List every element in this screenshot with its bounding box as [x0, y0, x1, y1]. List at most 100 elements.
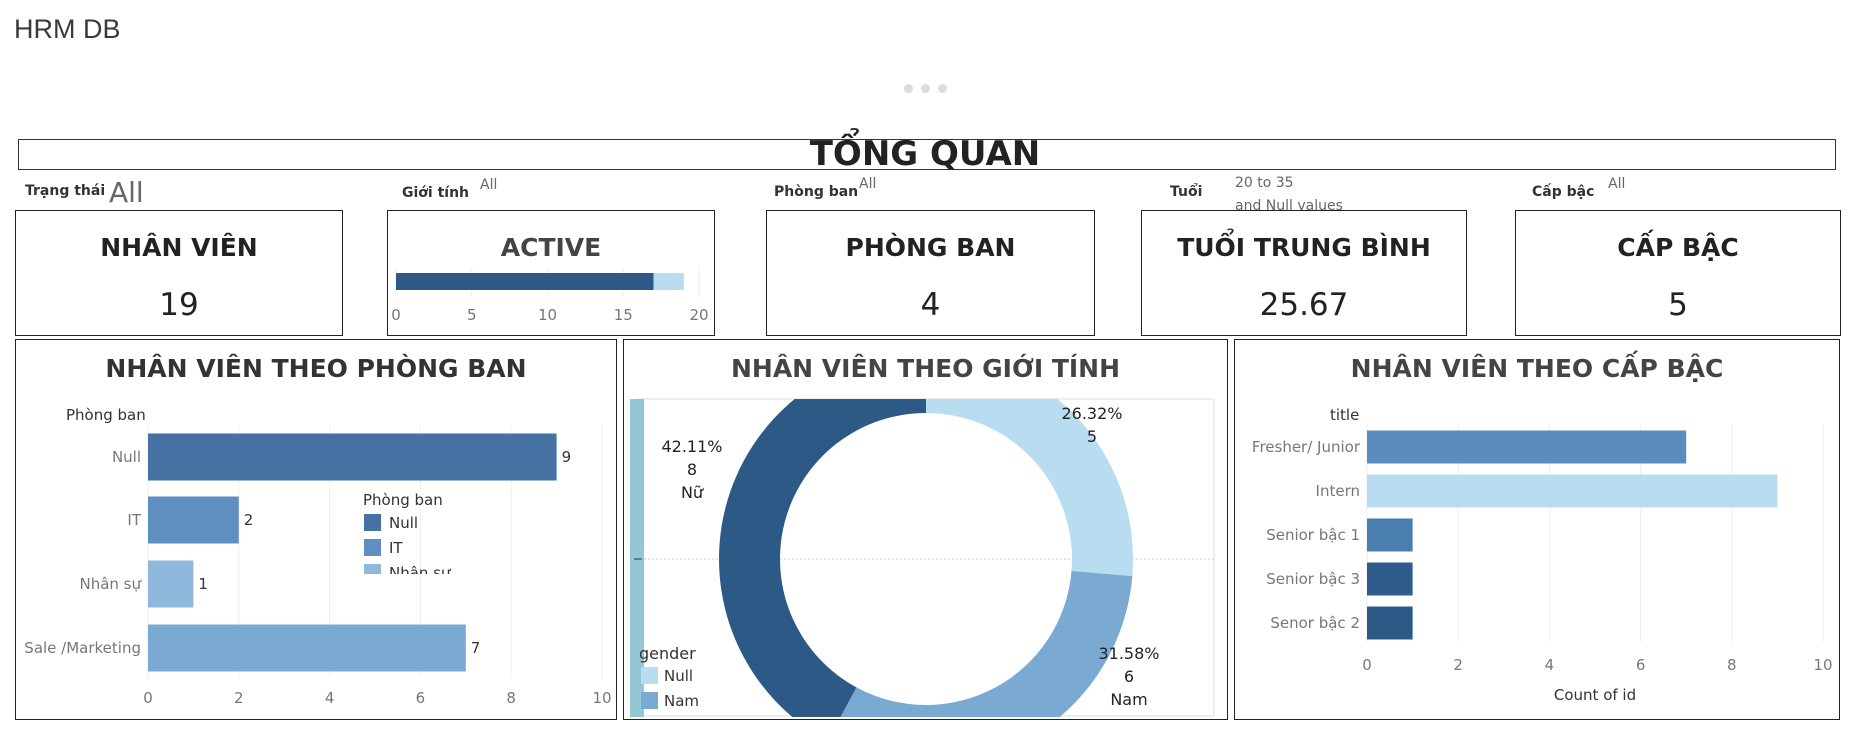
filter-status-label: Trạng thái: [25, 183, 106, 199]
gender-chart-panel: NHÂN VIÊN THEO GIỚI TÍNH 26.32% 5 31.58% 6 N…: [623, 339, 1228, 720]
active-bar-segment: [653, 273, 684, 290]
filter-department-value[interactable]: All: [859, 176, 877, 192]
kpi-avg-age-title: TUỔI TRUNG BÌNH: [1177, 233, 1431, 262]
dept-legend-swatch: [364, 564, 381, 574]
app-title: HRM DB: [14, 14, 121, 44]
dot-icon: [921, 84, 930, 93]
section-title: TỔNG QUAN: [809, 134, 1041, 174]
level-tick-label: 8: [1727, 656, 1737, 674]
filter-age-label: Tuổi: [1170, 184, 1203, 200]
dept-bar: [148, 433, 557, 481]
filter-gender-value[interactable]: All: [480, 177, 498, 193]
active-bar-segment: [396, 273, 654, 290]
kpi-levels-title: CẤP BẬC: [1617, 233, 1739, 262]
level-bar: [1367, 474, 1778, 508]
level-chart-panel: NHÂN VIÊN THEO CẤP BẬC 0 2 4 6 8 10 title Count…: [1234, 339, 1840, 720]
active-tick-label: 5: [467, 306, 477, 324]
level-category-label: Intern: [1316, 482, 1360, 500]
level-category-label: Senior bậc 1: [1266, 526, 1360, 544]
gender-pct-label: 31.58%: [1098, 644, 1159, 663]
level-chart-title: NHÂN VIÊN THEO CẤP BẬC: [1350, 354, 1724, 383]
kpi-departments-card: PHÒNG BAN 4: [766, 210, 1095, 336]
kpi-departments-value: 4: [920, 287, 941, 323]
filter-gender-label: Giới tính: [402, 185, 470, 201]
dept-tick-label: 8: [506, 689, 516, 707]
filter-status-value[interactable]: All: [109, 176, 144, 209]
dept-value-label: 1: [198, 575, 208, 593]
kpi-levels-card: CẤP BẬC 5: [1515, 210, 1841, 336]
level-bar: [1367, 606, 1413, 640]
level-tick-label: 10: [1813, 656, 1832, 674]
dept-value-label: 2: [244, 511, 254, 529]
level-tick-label: 4: [1545, 656, 1555, 674]
dept-value-label: 7: [471, 639, 481, 657]
filter-level-value[interactable]: All: [1608, 176, 1626, 192]
dept-category-label: Sale /Marketing: [24, 639, 141, 657]
kpi-employees-value: 19: [159, 287, 199, 323]
level-category-label: Fresher/ Junior: [1252, 438, 1361, 456]
dept-tick-label: 10: [592, 689, 611, 707]
gender-legend-label: Nam: [664, 692, 699, 710]
active-tick-label: 0: [391, 306, 401, 324]
level-category-label: Senior bậc 3: [1266, 570, 1360, 588]
dept-legend-title: Phòng ban: [363, 491, 443, 509]
gender-donut-slice: [840, 571, 1133, 717]
more-options-icon[interactable]: [904, 84, 947, 93]
active-bar-chart: 0 5 10 15 20: [391, 268, 709, 324]
dot-icon: [938, 84, 947, 93]
dept-bar: [148, 496, 239, 544]
dept-legend-swatch: [364, 539, 381, 556]
kpi-levels-value: 5: [1668, 287, 1688, 323]
gender-name-label: Nữ: [681, 483, 704, 502]
dept-legend-label: IT: [389, 539, 403, 557]
kpi-employees-card: NHÂN VIÊN 19: [15, 210, 343, 336]
gender-donut-slice: [719, 399, 926, 717]
kpi-employees-title: NHÂN VIÊN: [100, 233, 258, 262]
dept-chart-panel: NHÂN VIÊN THEO PHÒNG BAN 0 2 4 6 8 10 Phòng ba…: [15, 339, 617, 720]
dept-tick-label: 0: [143, 689, 153, 707]
gender-pct-label: 42.11%: [661, 437, 722, 456]
gender-count-label: 6: [1124, 667, 1134, 686]
gender-side-strip: [630, 399, 644, 717]
gender-legend-swatch: [641, 667, 658, 684]
level-tick-label: 2: [1453, 656, 1463, 674]
gender-legend-label: Null: [664, 667, 693, 685]
kpi-active-card: ACTIVE 0 5 10 15 20: [387, 210, 715, 336]
dept-legend-label: Null: [389, 514, 418, 532]
gender-chart-title: NHÂN VIÊN THEO GIỚI TÍNH: [730, 354, 1121, 383]
filter-department-label: Phòng ban: [774, 184, 859, 200]
dept-legend-swatch: [364, 514, 381, 531]
dept-axis-title: Phòng ban: [66, 406, 146, 424]
kpi-departments-title: PHÒNG BAN: [845, 233, 1016, 262]
dept-legend: Phòng ban Null IT Nhân sự: [363, 491, 452, 582]
dept-category-label: IT: [127, 511, 141, 529]
level-x-axis-title: Count of id: [1554, 686, 1636, 704]
gender-count-label: 5: [1087, 427, 1097, 446]
gender-name-label: Nam: [1110, 690, 1147, 709]
level-tick-label: 6: [1636, 656, 1646, 674]
dept-value-label: 9: [562, 448, 572, 466]
gender-legend-title: gender: [639, 644, 696, 663]
dept-bar: [148, 624, 466, 672]
kpi-avg-age-value: 25.67: [1259, 287, 1349, 323]
gender-legend-swatch: [641, 692, 658, 709]
level-tick-label: 0: [1362, 656, 1372, 674]
dept-category-label: Null: [112, 448, 141, 466]
level-axis-title: title: [1330, 406, 1359, 424]
active-tick-label: 20: [689, 306, 708, 324]
dept-category-label: Nhân sự: [79, 575, 142, 593]
dept-chart-title: NHÂN VIÊN THEO PHÒNG BAN: [105, 354, 527, 383]
gender-pct-label: 26.32%: [1061, 404, 1122, 423]
gender-donut: [719, 399, 1133, 717]
dept-tick-label: 2: [234, 689, 244, 707]
active-tick-label: 10: [538, 306, 557, 324]
dot-icon: [904, 84, 913, 93]
filter-age-value[interactable]: 20 to 35: [1235, 175, 1294, 191]
level-category-label: Senor bậc 2: [1270, 614, 1360, 632]
kpi-avg-age-card: TUỔI TRUNG BÌNH 25.67: [1141, 210, 1467, 336]
gender-count-label: 8: [687, 460, 697, 479]
filter-level-label: Cấp bậc: [1532, 184, 1595, 200]
dept-legend-label: Nhân sự: [389, 564, 452, 582]
level-bar-chart: 0 2 4 6 8 10 title Count of id Fresher/ Junior In…: [1252, 406, 1833, 704]
level-bar: [1367, 562, 1413, 596]
